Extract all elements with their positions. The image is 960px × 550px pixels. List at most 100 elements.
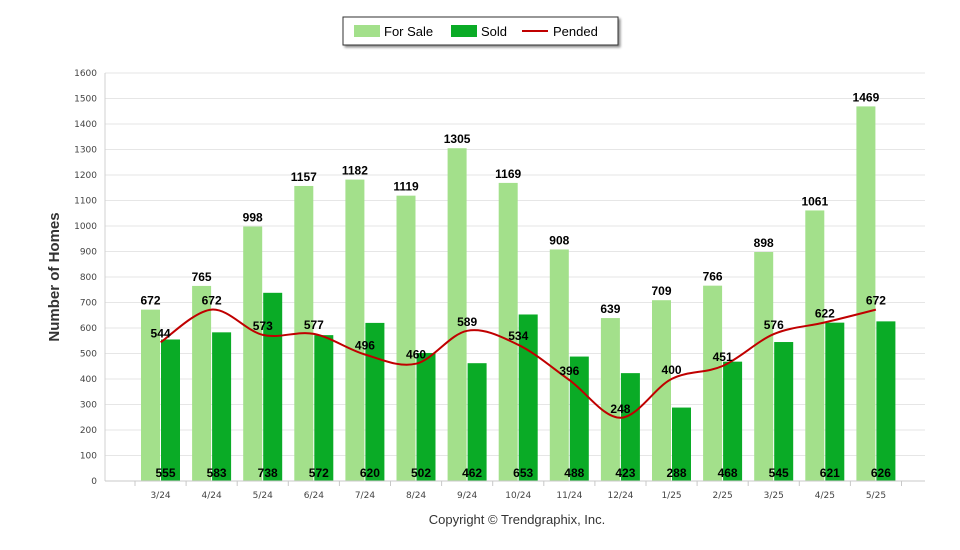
y-tick-label: 400 bbox=[80, 375, 97, 385]
y-tick-label: 900 bbox=[80, 248, 97, 258]
bar-for-sale bbox=[652, 300, 671, 481]
y-tick-label: 600 bbox=[80, 324, 97, 334]
label-pended: 573 bbox=[253, 319, 273, 333]
legend-swatch-for-sale bbox=[354, 25, 380, 37]
y-tick-label: 1600 bbox=[74, 69, 97, 79]
x-axis: 3/24 4/24 5/24 6/24 7/24 8/24 9/24 10/24 11/24 12… bbox=[104, 73, 925, 501]
x-tick-label: 4/24 bbox=[202, 491, 222, 501]
x-tick-label: 5/25 bbox=[866, 491, 886, 501]
label-pended: 576 bbox=[764, 318, 784, 332]
y-tick-label: 200 bbox=[80, 426, 97, 436]
label-for-sale: 1119 bbox=[393, 180, 419, 194]
bar-for-sale bbox=[498, 182, 518, 481]
label-for-sale: 1157 bbox=[291, 170, 317, 184]
legend-label-sold: Sold bbox=[481, 24, 507, 39]
bar-for-sale bbox=[243, 226, 263, 481]
y-tick-label: 1000 bbox=[74, 222, 97, 232]
bar-sold bbox=[467, 363, 487, 481]
label-pended: 622 bbox=[815, 306, 835, 320]
bar-for-sale bbox=[549, 249, 569, 481]
pended-line bbox=[160, 308, 877, 419]
bar-sold bbox=[212, 332, 232, 481]
bar-for-sale bbox=[754, 252, 774, 481]
x-tick-label: 12/24 bbox=[607, 491, 633, 501]
legend-box bbox=[342, 16, 619, 46]
label-for-sale: 1305 bbox=[444, 132, 471, 146]
label-for-sale: 639 bbox=[600, 302, 620, 316]
bar-sold bbox=[672, 407, 691, 481]
label-sold: 583 bbox=[207, 466, 227, 480]
bar-for-sale bbox=[703, 285, 723, 481]
x-tick-label: 8/24 bbox=[406, 491, 426, 501]
label-pended: 544 bbox=[151, 326, 171, 340]
label-sold: 572 bbox=[309, 466, 329, 480]
label-for-sale: 766 bbox=[703, 270, 723, 284]
x-tick-label: 1/25 bbox=[661, 491, 681, 501]
y-tick-label: 100 bbox=[80, 452, 97, 462]
bar-sold bbox=[161, 339, 180, 481]
bar-for-sale bbox=[447, 148, 467, 481]
y-tick-label: 700 bbox=[80, 299, 97, 309]
y-tick-label: 1400 bbox=[74, 120, 97, 130]
y-tick-label: 1200 bbox=[74, 171, 97, 181]
label-sold: 468 bbox=[718, 466, 738, 480]
label-sold: 738 bbox=[258, 466, 278, 480]
bar-sold bbox=[314, 335, 334, 481]
bar-for-sale bbox=[396, 195, 416, 481]
y-tick-label: 1100 bbox=[74, 197, 97, 207]
label-for-sale: 1169 bbox=[495, 167, 521, 181]
x-tick-label: 6/24 bbox=[304, 491, 324, 501]
x-tick-label: 7/24 bbox=[355, 491, 375, 501]
bar-for-sale bbox=[805, 210, 825, 481]
bar-for-sale bbox=[192, 285, 212, 481]
label-sold: 653 bbox=[513, 466, 533, 480]
label-pended: 460 bbox=[406, 348, 426, 362]
legend-swatch-sold bbox=[451, 25, 477, 37]
y-tick-label: 300 bbox=[80, 401, 97, 411]
bar-sold bbox=[365, 322, 385, 481]
label-for-sale: 908 bbox=[549, 233, 569, 247]
label-sold: 488 bbox=[564, 466, 584, 480]
y-axis: 0 100 200 300 400 500 600 700 800 900 1000 1100 1200… bbox=[74, 69, 97, 487]
label-for-sale: 765 bbox=[192, 270, 212, 284]
bar-sold bbox=[774, 342, 794, 481]
label-pended: 496 bbox=[355, 339, 375, 353]
label-sold: 423 bbox=[615, 466, 635, 480]
pended-series-line bbox=[160, 308, 877, 419]
bar-for-sale bbox=[856, 106, 876, 481]
label-pended: 672 bbox=[866, 294, 886, 308]
label-pended: 396 bbox=[559, 364, 579, 378]
copyright: Copyright © Trendgraphix, Inc. bbox=[429, 512, 606, 527]
y-tick-label: 0 bbox=[91, 477, 97, 487]
x-tick-label: 2/25 bbox=[713, 491, 733, 501]
legend-label-for-sale: For Sale bbox=[384, 24, 433, 39]
label-for-sale: 709 bbox=[651, 284, 671, 298]
x-tick-label: 3/24 bbox=[150, 491, 170, 501]
label-for-sale: 1061 bbox=[801, 194, 828, 208]
label-sold: 545 bbox=[769, 466, 789, 480]
label-pended: 577 bbox=[304, 318, 324, 332]
y-tick-label: 800 bbox=[80, 273, 97, 283]
bar-for-sale bbox=[600, 318, 620, 481]
legend-label-pended: Pended bbox=[553, 24, 598, 39]
label-pended: 672 bbox=[202, 294, 222, 308]
label-for-sale: 1182 bbox=[342, 164, 368, 178]
bar-sold bbox=[518, 314, 538, 481]
label-pended: 400 bbox=[662, 363, 682, 377]
bar-sold bbox=[723, 361, 743, 481]
label-sold: 288 bbox=[666, 466, 686, 480]
bar-sold bbox=[569, 356, 589, 481]
bar-sold bbox=[825, 322, 845, 481]
bar-sold bbox=[416, 352, 436, 481]
y-tick-label: 1500 bbox=[74, 95, 97, 105]
x-tick-label: 9/24 bbox=[457, 491, 477, 501]
label-sold: 555 bbox=[155, 466, 175, 480]
label-sold: 502 bbox=[411, 466, 431, 480]
x-tick-label: 3/25 bbox=[764, 491, 784, 501]
bar-sold bbox=[620, 373, 640, 481]
bars bbox=[141, 106, 896, 481]
label-for-sale: 898 bbox=[754, 236, 774, 250]
label-pended: 248 bbox=[610, 402, 630, 416]
bar-for-sale bbox=[141, 309, 160, 481]
